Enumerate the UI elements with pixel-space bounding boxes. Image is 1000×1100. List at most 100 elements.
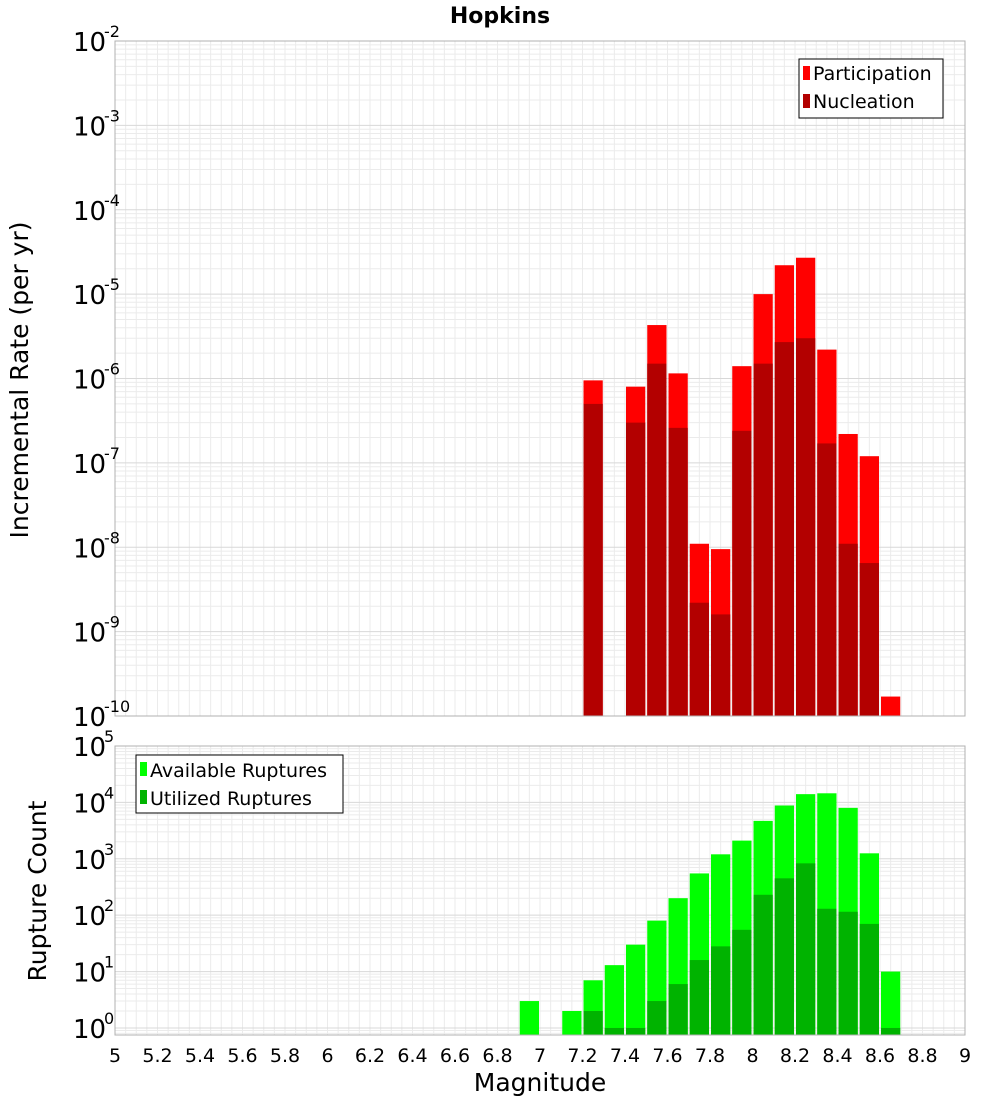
- count-bar-front: [689, 960, 709, 1035]
- count-y-tick-exponent: 2: [104, 896, 114, 915]
- rate-y-tick-exponent: -8: [104, 528, 120, 547]
- count-bar-back: [604, 965, 624, 1035]
- rate-y-tick-exponent: -5: [104, 275, 120, 294]
- count-bar-front: [604, 1027, 624, 1035]
- rate-y-tick-label: 10: [73, 28, 106, 58]
- legend-swatch-utilized: [140, 790, 147, 804]
- count-y-tick-exponent: 4: [104, 783, 114, 802]
- x-tick-label: 8: [746, 1045, 758, 1067]
- rate-bar-front: [626, 422, 646, 716]
- rate-y-tick-label: 10: [73, 619, 106, 649]
- rate-bar-front: [668, 427, 688, 716]
- x-tick-label: 7: [534, 1045, 546, 1067]
- count-bar-front: [753, 894, 773, 1035]
- x-axis-label: Magnitude: [474, 1068, 606, 1097]
- count-y-tick-exponent: 5: [104, 727, 114, 746]
- count-bar-front: [796, 863, 816, 1035]
- legend-swatch-participation: [803, 66, 810, 80]
- count-plot-frame: [114, 745, 966, 1036]
- count-y-tick-exponent: 1: [104, 953, 114, 972]
- x-tick-label: 5.8: [270, 1045, 300, 1067]
- count-bar-back: [626, 944, 646, 1035]
- rate-legend: Participation Nucleation: [798, 58, 944, 119]
- count-y-tick-label: 10: [73, 846, 106, 876]
- count-bar-front: [626, 1027, 646, 1035]
- rate-bar-front: [796, 338, 816, 716]
- rate-y-tick-label: 10: [73, 534, 106, 564]
- count-bar-front: [711, 946, 731, 1035]
- count-y-tick-label: 10: [73, 733, 106, 763]
- x-tick-label: 5.4: [185, 1045, 215, 1067]
- count-bar-front: [881, 1027, 901, 1035]
- count-y-axis-label: Rupture Count: [23, 800, 52, 981]
- count-y-tick-exponent: 3: [104, 840, 114, 859]
- x-tick-label: 6.2: [355, 1045, 385, 1067]
- rate-y-tick-exponent: -7: [104, 444, 120, 463]
- legend-label-nucleation: Nucleation: [813, 91, 915, 113]
- count-bar-back: [881, 971, 901, 1035]
- chart-title: Hopkins: [450, 4, 550, 29]
- rate-y-ticks: 10-210-310-410-510-610-710-810-910-10: [73, 22, 130, 733]
- rate-bars: [583, 257, 901, 716]
- x-tick-label: 5.2: [142, 1045, 172, 1067]
- x-tick-label: 8.2: [780, 1045, 810, 1067]
- count-bar-front: [668, 984, 688, 1035]
- rate-y-tick-label: 10: [73, 450, 106, 480]
- count-y-tick-exponent: 0: [104, 1009, 114, 1028]
- count-bar-back: [519, 1001, 539, 1035]
- rate-bar-front: [689, 602, 709, 716]
- rate-y-tick-label: 10: [73, 281, 106, 311]
- x-tick-label: 7.2: [567, 1045, 597, 1067]
- rate-bar-front: [583, 403, 603, 716]
- count-bar-front: [838, 911, 858, 1035]
- rate-bar-front: [774, 342, 794, 716]
- rate-y-tick-exponent: -10: [104, 697, 130, 716]
- rate-bar-front: [711, 614, 731, 716]
- rate-bar-front: [838, 543, 858, 716]
- rate-grid: [114, 40, 966, 717]
- rate-bar-front: [753, 363, 773, 716]
- rate-bar-front: [732, 430, 752, 716]
- rate-bar-front: [817, 443, 837, 716]
- rate-bar-front: [647, 363, 667, 716]
- legend-swatch-nucleation: [803, 94, 810, 108]
- legend-label-participation: Participation: [813, 63, 932, 85]
- rate-bar-front: [859, 563, 879, 716]
- x-tick-label: 8.6: [865, 1045, 895, 1067]
- count-legend-box: [135, 754, 344, 814]
- rate-y-tick-label: 10: [73, 703, 106, 733]
- legend-label-utilized: Utilized Ruptures: [150, 788, 312, 810]
- count-bar-front: [859, 923, 879, 1035]
- x-ticks: 5 5.2 5.4 5.6 5.8 6 6.2 6.4 6.6 6.8 7 7.2 7.4 7.6 7.8 8…: [109, 1045, 971, 1067]
- rate-y-tick-exponent: -2: [104, 22, 120, 41]
- x-tick-label: 9: [959, 1045, 971, 1067]
- rate-y-tick-exponent: -9: [104, 613, 120, 632]
- x-tick-label: 8.4: [822, 1045, 852, 1067]
- count-bar-front: [817, 908, 837, 1035]
- x-tick-label: 7.4: [610, 1045, 640, 1067]
- rate-y-tick-label: 10: [73, 366, 106, 396]
- x-tick-label: 8.8: [907, 1045, 937, 1067]
- rate-legend-box: [798, 58, 944, 119]
- rate-y-tick-label: 10: [73, 197, 106, 227]
- count-y-tick-label: 10: [73, 789, 106, 819]
- rate-y-tick-exponent: -4: [104, 191, 120, 210]
- x-tick-label: 7.6: [652, 1045, 682, 1067]
- rate-bar-back: [881, 696, 901, 716]
- rate-plot-frame: [114, 40, 966, 717]
- x-tick-label: 6: [321, 1045, 333, 1067]
- rate-y-tick-exponent: -3: [104, 106, 120, 125]
- x-tick-label: 7.8: [695, 1045, 725, 1067]
- rate-y-axis-label: Incremental Rate (per yr): [5, 222, 34, 539]
- legend-swatch-available: [140, 762, 147, 776]
- count-bar-back: [562, 1010, 582, 1035]
- count-y-tick-label: 10: [73, 902, 106, 932]
- count-y-tick-label: 10: [73, 1015, 106, 1045]
- legend-label-available: Available Ruptures: [150, 760, 327, 782]
- x-tick-label: 6.6: [440, 1045, 470, 1067]
- count-bar-front: [647, 1001, 667, 1035]
- count-legend: Available Ruptures Utilized Ruptures: [135, 754, 344, 814]
- x-tick-label: 5.6: [227, 1045, 257, 1067]
